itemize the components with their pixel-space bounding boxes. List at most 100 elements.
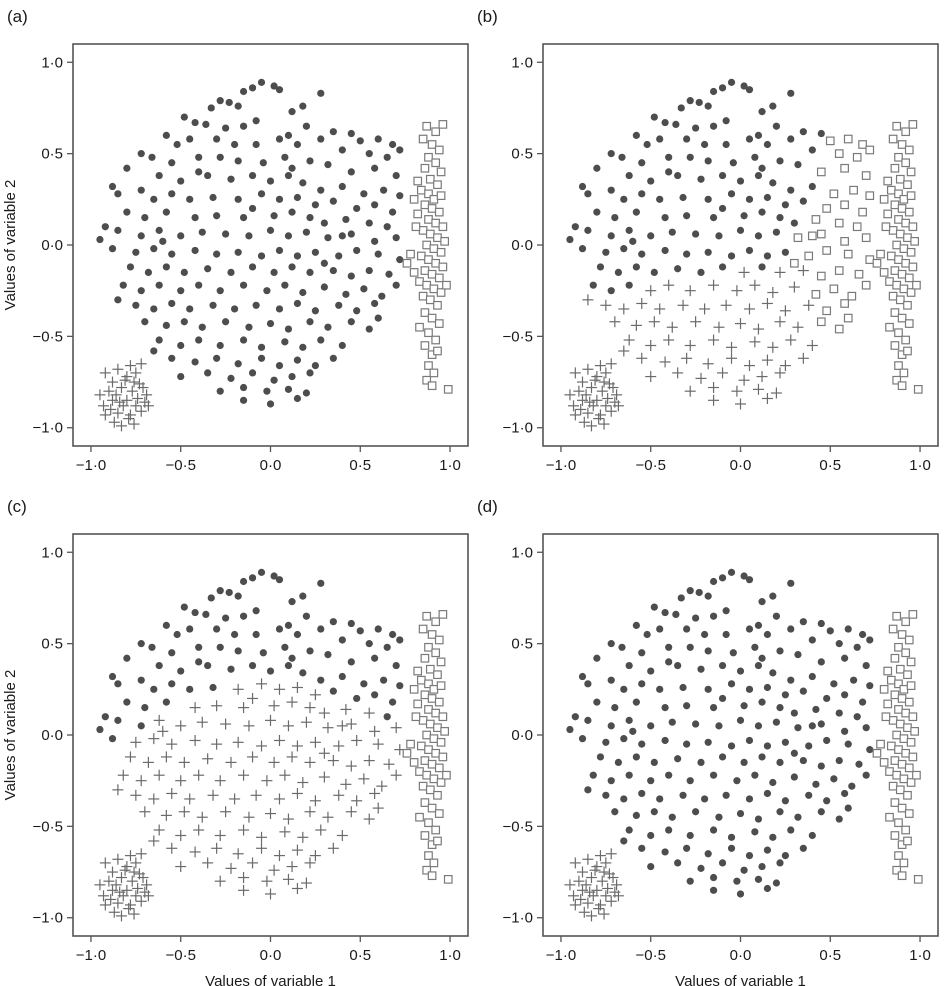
dot-point [275,362,284,370]
dot-point [692,230,700,238]
dot-point [148,643,156,651]
cross-point [286,861,298,873]
square-point [892,280,902,290]
cross-point [569,367,581,379]
dot-point [692,808,700,816]
square-point [431,825,441,835]
square-point [431,708,441,718]
square-point [822,204,832,213]
square-point [418,134,428,144]
cross-point [333,740,345,752]
dot-point [727,742,736,750]
square-point [424,745,433,754]
dot-point [216,287,224,295]
y-tick-label: −0·5 [503,818,533,835]
cross-point [229,793,241,805]
dot-point [763,742,772,750]
cross-point [318,707,330,719]
square-point [434,319,444,328]
dot-point [141,318,149,326]
dot-point [132,301,140,309]
cross-point [788,281,800,293]
dot-point [614,758,623,767]
square-point [420,200,430,210]
square-point [903,670,912,680]
cross-point [598,418,610,430]
dot-point [787,826,795,834]
cross-point [602,882,614,894]
dot-point [661,608,669,617]
dot-point [745,852,754,860]
dot-point [607,232,615,240]
square-point [904,145,914,155]
dot-point [620,735,628,743]
cross-point [207,789,219,801]
dot-point [222,124,230,132]
cross-point [238,884,250,896]
square-point [861,280,871,290]
dot-point [632,621,640,629]
dot-point [213,625,221,633]
square-point [427,803,437,813]
cross-point [779,305,791,317]
dot-point [683,702,691,710]
cross-point [569,899,581,911]
dot-point [683,625,691,633]
dot-point [841,789,849,798]
square-point [890,653,900,663]
dot-point [674,859,682,867]
dot-point [257,78,266,86]
square-point [811,215,821,224]
cross-point [663,279,675,291]
dot-point [826,627,834,635]
square-point [890,163,900,173]
dot-point [718,84,727,92]
cross-point [309,850,321,862]
cross-point [569,857,581,869]
dot-point [686,587,694,595]
square-point [904,763,914,773]
dot-point [222,614,230,622]
dot-point [787,186,795,194]
dot-point [306,213,314,222]
dot-point [686,153,694,161]
dot-point [823,797,831,805]
dot-point [396,636,404,644]
square-point [420,690,430,700]
dot-point [625,771,633,779]
square-point [420,163,430,173]
dot-point [338,182,346,191]
dot-point [758,698,766,706]
panel-label: (d) [477,497,498,516]
dot-point [584,716,592,724]
square-point [895,785,905,795]
square-point [433,670,442,680]
y-tick-label: 0·5 [41,146,63,163]
cross-point [351,795,363,807]
dot-point [727,680,736,688]
cross-point [105,403,117,415]
square-point [894,745,903,754]
square-point [904,635,914,645]
square-point [434,207,444,217]
square-point [433,836,442,846]
square-point [790,258,799,268]
dot-point [769,833,777,841]
cross-point [774,316,786,328]
cross-point [708,394,720,406]
square-point [899,284,909,294]
dot-point [248,263,257,271]
cross-point [268,864,280,876]
dot-point [207,594,215,602]
dot-point [311,248,319,256]
y-tick-label: −1·0 [503,420,533,437]
dot-point [674,755,682,763]
cross-point [123,903,135,915]
square-point [834,266,844,275]
dot-point [371,654,379,662]
square-point [427,630,437,639]
dot-point [162,698,170,706]
cross-point [214,775,226,787]
dot-point [835,709,843,717]
dot-point [578,735,587,743]
